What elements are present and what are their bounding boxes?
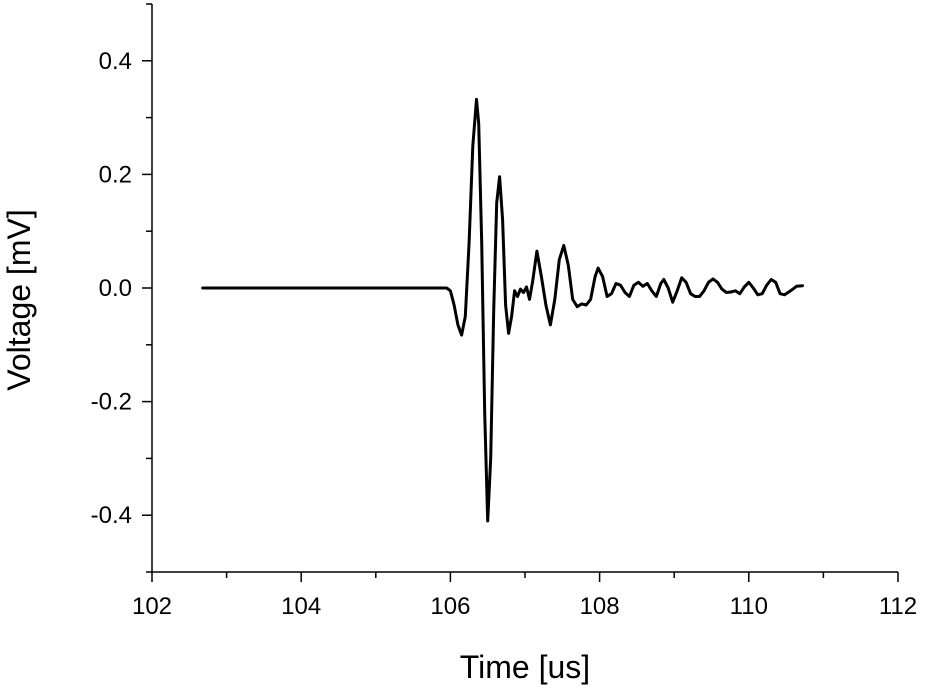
y-tick-label: 0.4	[99, 48, 132, 75]
x-tick-label: 112	[879, 593, 917, 620]
y-tick-label: 0.2	[99, 161, 132, 188]
y-tick-label: -0.4	[91, 502, 132, 529]
x-tick-label: 106	[430, 593, 470, 620]
x-tick-label: 102	[132, 593, 172, 620]
x-axis-title: Time [us]	[460, 649, 590, 685]
plot-area	[201, 97, 804, 523]
x-tick-label: 104	[281, 593, 321, 620]
x-tick-label: 108	[580, 593, 620, 620]
y-tick-label: -0.2	[91, 389, 132, 416]
y-axis: -0.4 -0.2 0.0 0.2 0.4	[91, 3, 153, 573]
x-axis: 102 104 106 108 110 112	[132, 571, 917, 620]
y-axis-title: Voltage [mV]	[1, 209, 37, 390]
y-tick-label: 0.0	[99, 275, 132, 302]
series-line	[201, 97, 804, 523]
x-tick-label: 110	[730, 593, 768, 620]
